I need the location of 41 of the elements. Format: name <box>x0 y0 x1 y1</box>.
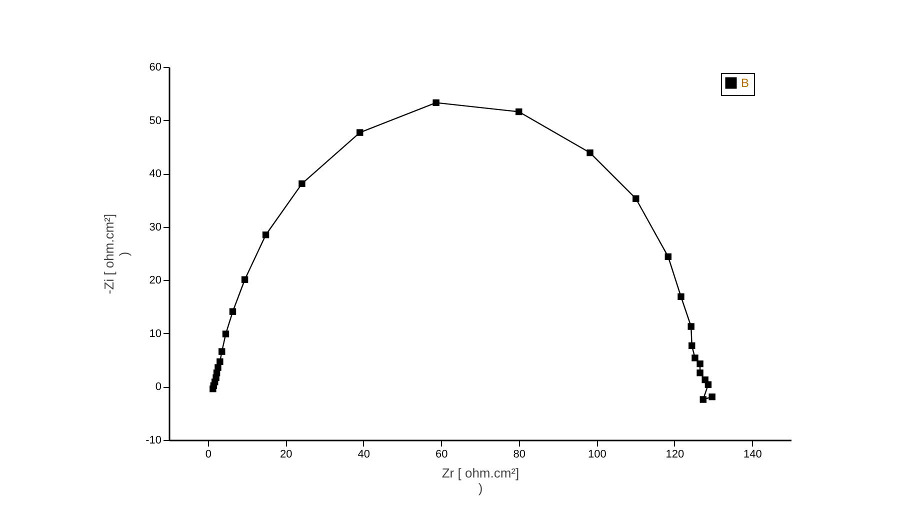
point <box>298 180 306 188</box>
point <box>356 129 364 136</box>
x-axis-title: Zr [ ohm.cm²] ) <box>442 466 520 496</box>
x-tick-label: 40 <box>358 448 370 460</box>
y-tick-label: 60 <box>149 62 162 74</box>
point <box>708 393 716 400</box>
y-axis-title: -Zi [ ohm.cm²] ) <box>102 214 132 294</box>
point <box>586 149 594 156</box>
point <box>700 396 706 403</box>
point <box>262 231 270 238</box>
point <box>696 370 704 376</box>
point <box>696 360 704 368</box>
legend-label: B <box>741 76 750 90</box>
y-tick-label: 0 <box>155 381 162 394</box>
y-tick-label: 50 <box>149 114 162 127</box>
x-tick-label: 60 <box>436 448 448 460</box>
y-tick-label: 30 <box>149 221 162 234</box>
x-tick-label: 140 <box>743 448 762 460</box>
x-tick-label: 20 <box>280 448 292 460</box>
point <box>692 354 698 362</box>
point <box>218 348 226 355</box>
point <box>632 195 640 202</box>
y-tick-label: 10 <box>149 328 162 340</box>
y-tick-label: 40 <box>149 168 162 180</box>
x-tick-label: 120 <box>666 448 684 460</box>
point <box>516 108 522 116</box>
point <box>664 253 672 260</box>
x-tick-label: 0 <box>205 448 212 460</box>
y-tick-label: 20 <box>149 274 162 287</box>
point <box>678 293 684 300</box>
y-tick-label: -10 <box>146 434 162 446</box>
x-tick-label: 80 <box>513 448 526 460</box>
point <box>688 323 694 330</box>
point <box>229 308 236 315</box>
point <box>432 99 440 106</box>
point <box>216 358 224 366</box>
point <box>704 381 712 388</box>
x-tick-label: 100 <box>588 448 606 460</box>
point <box>241 276 248 283</box>
point <box>222 330 230 338</box>
point <box>688 342 696 350</box>
